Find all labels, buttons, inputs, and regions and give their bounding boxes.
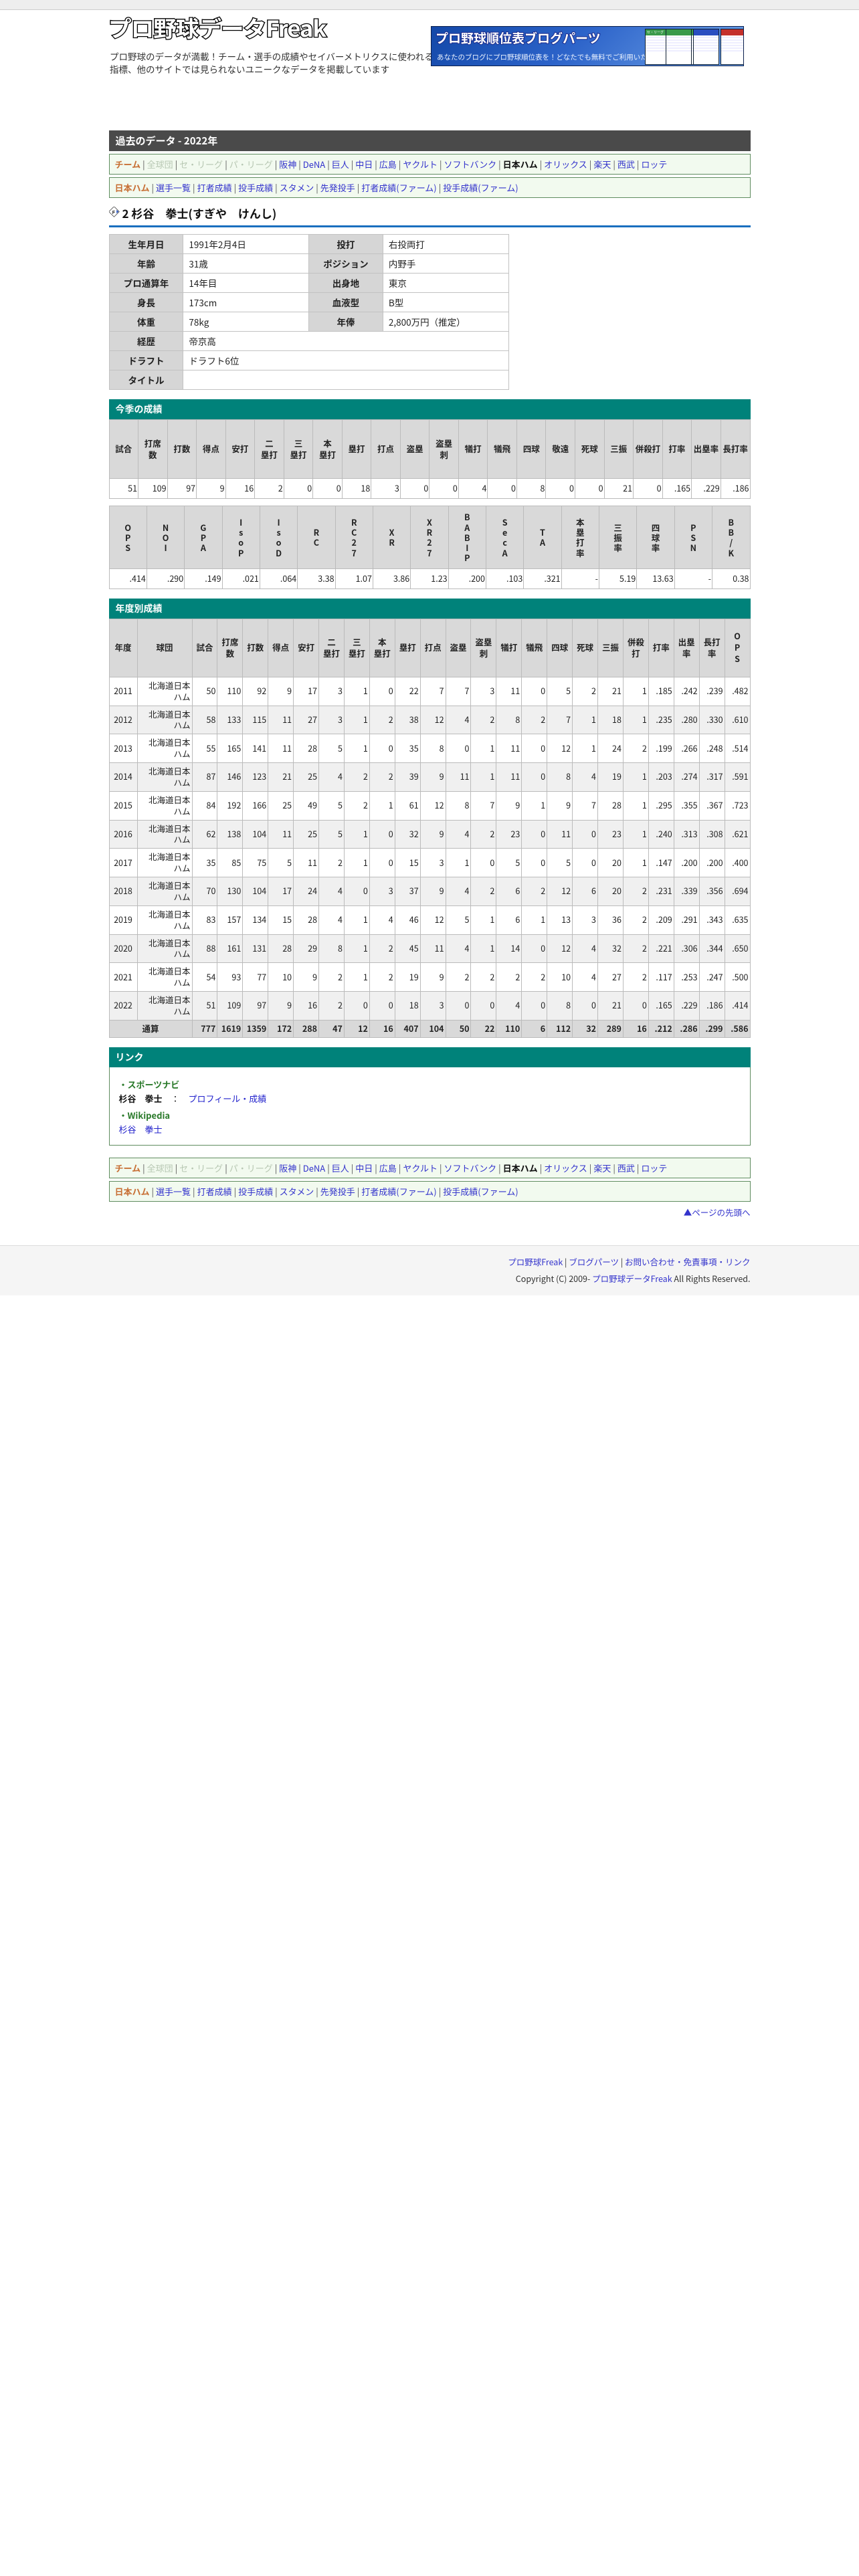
- svg-text:F: F: [112, 211, 115, 215]
